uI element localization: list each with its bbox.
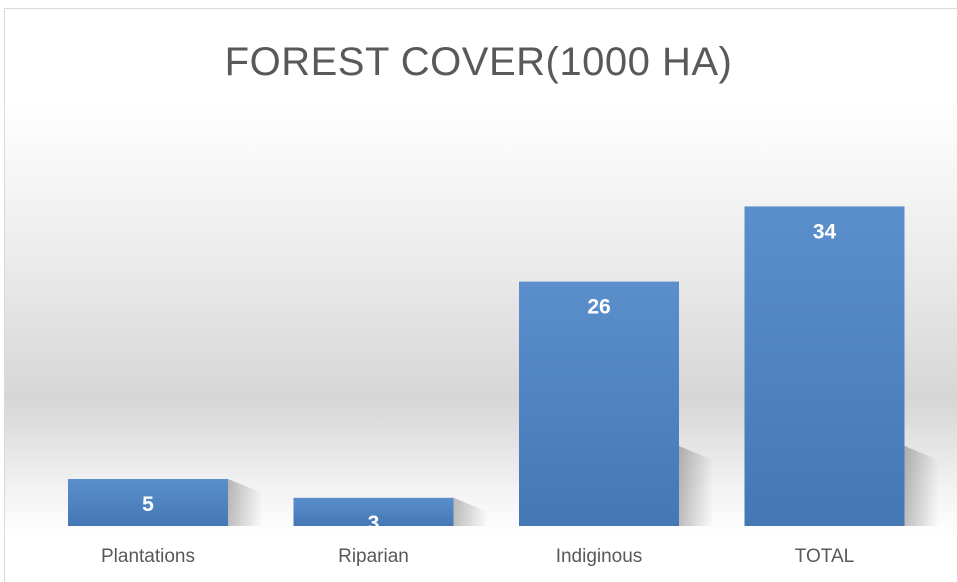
category-label-total: TOTAL: [795, 546, 854, 567]
bar-shadow-riparian: [453, 497, 488, 526]
chart-title: FOREST COVER(1000 HA): [224, 40, 733, 84]
data-label-total: 34: [813, 220, 837, 243]
bar-riparian: [293, 497, 454, 526]
bar-shadow-total: [904, 446, 939, 526]
data-label-plantations: 5: [142, 493, 154, 516]
bar-indiginous: [519, 281, 679, 526]
category-label-indiginous: Indiginous: [556, 546, 643, 567]
bar-total: [744, 206, 905, 526]
category-label-plantations: Plantations: [101, 546, 195, 567]
data-label-indiginous: 26: [587, 296, 610, 319]
bar-shadow-indiginous: [679, 446, 713, 526]
data-label-riparian: 3: [368, 512, 380, 535]
category-label-riparian: Riparian: [338, 546, 409, 567]
bar-shadow-plantations: [228, 479, 262, 526]
bar-plantations: [68, 479, 228, 526]
